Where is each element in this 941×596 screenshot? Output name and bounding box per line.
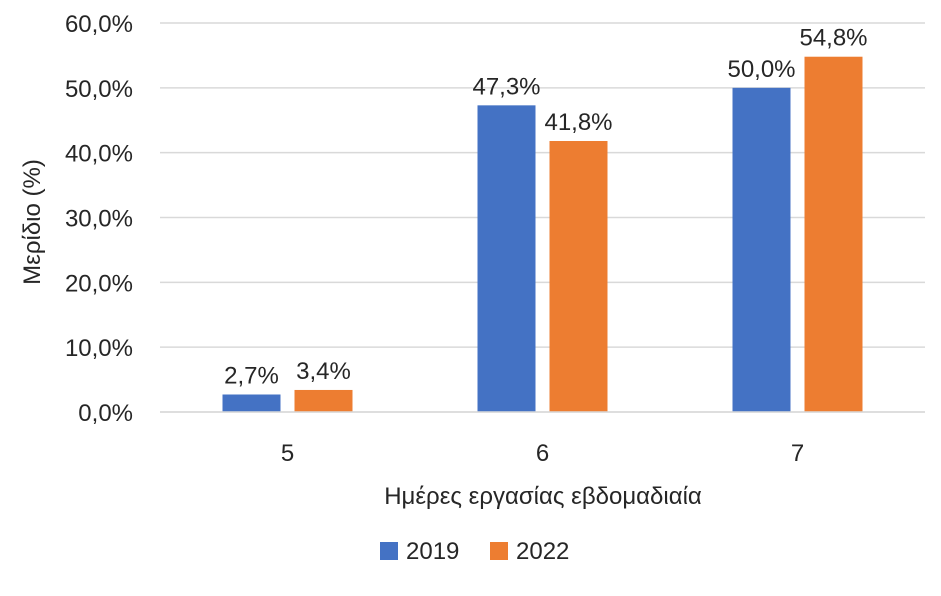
data-label: 2,7% [224, 362, 279, 389]
x-tick-label: 7 [791, 440, 804, 467]
data-label: 50,0% [727, 56, 795, 83]
legend-swatch [490, 542, 508, 560]
gridlines [160, 22, 925, 413]
bar-2022-5 [294, 389, 353, 412]
y-tick-label: 10,0% [65, 335, 133, 362]
y-tick-label: 50,0% [65, 76, 133, 103]
y-tick-label: 0,0% [78, 400, 133, 427]
bars [222, 56, 863, 413]
x-axis: 5 6 7 [160, 411, 925, 467]
x-axis-title: Ημέρες εργασίας εβδομαδιαία [384, 483, 702, 510]
data-label: 47,3% [472, 73, 540, 100]
bar-2022-7 [804, 56, 863, 413]
legend-item-2019: 2019 [380, 538, 459, 565]
bar-2022-6 [549, 140, 608, 412]
data-label: 41,8% [544, 109, 612, 136]
y-tick-label: 30,0% [65, 206, 133, 233]
bar-2019-7 [732, 87, 791, 412]
x-tick-label: 5 [281, 440, 294, 467]
legend-label: 2022 [516, 538, 569, 565]
data-labels: 2,7% 3,4% 47,3%41,8% 50,0%54,8% [224, 25, 867, 390]
legend-item-2022: 2022 [490, 538, 569, 565]
y-tick-label: 40,0% [65, 141, 133, 168]
data-label: 3,4% [296, 358, 351, 385]
y-tick-label: 20,0% [65, 270, 133, 297]
legend-swatch [380, 542, 398, 560]
bar-2019-6 [477, 105, 536, 413]
legend: 2019 2022 [380, 538, 569, 565]
data-label: 54,8% [799, 25, 867, 52]
x-tick-label: 6 [536, 440, 549, 467]
bar-2019-5 [222, 394, 281, 412]
y-axis: 0,0% 10,0% 20,0% 30,0% 40,0% 50,0% 60,0% [65, 11, 133, 427]
y-axis-title: Μερίδιο (%) [19, 159, 46, 285]
y-tick-label: 60,0% [65, 11, 133, 38]
legend-label: 2019 [406, 538, 459, 565]
